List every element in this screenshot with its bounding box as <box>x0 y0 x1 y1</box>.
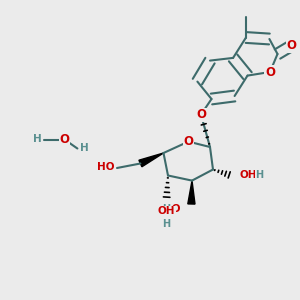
Text: H: H <box>256 170 264 180</box>
Text: O: O <box>183 135 194 148</box>
Text: H: H <box>162 219 171 229</box>
Polygon shape <box>139 153 164 167</box>
Text: O: O <box>265 65 275 79</box>
Text: H: H <box>33 134 42 145</box>
Polygon shape <box>188 181 195 204</box>
Text: OH: OH <box>239 170 257 180</box>
Text: O: O <box>59 133 70 146</box>
Text: HO: HO <box>97 162 114 172</box>
Text: OH: OH <box>158 206 175 216</box>
Text: O: O <box>286 39 297 52</box>
Text: HO: HO <box>164 204 181 214</box>
Text: O: O <box>196 108 206 121</box>
Text: H: H <box>80 143 88 153</box>
Text: H: H <box>162 204 170 214</box>
